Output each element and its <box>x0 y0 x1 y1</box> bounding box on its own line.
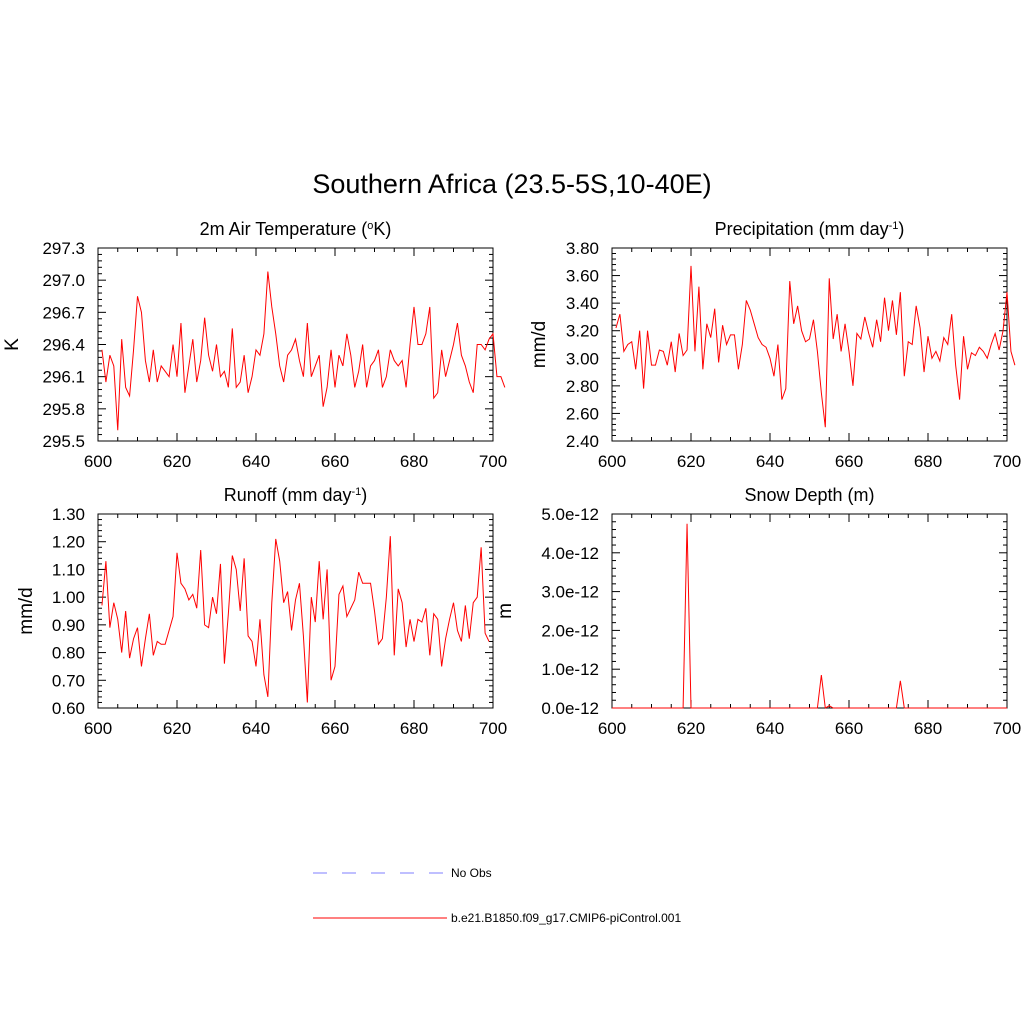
y-tick-label: 0.70 <box>52 671 85 690</box>
y-tick-label: 2.80 <box>566 377 599 396</box>
x-tick-label: 700 <box>993 719 1021 738</box>
panel-runoff: Runoff (mm day-1) mm/d 600 620 640 660 680 700 0… <box>16 485 507 738</box>
panel-title-superscript: -1 <box>889 220 899 232</box>
series-line <box>615 265 1016 428</box>
x-tick-label: 700 <box>479 452 507 471</box>
panel-title: 2m Air Temperature (oK) <box>200 219 392 239</box>
panel-title-text: 2m Air Temperature ( <box>200 219 368 239</box>
panel-title-superscript: -1 <box>351 486 361 498</box>
panel-snow-depth: Snow Depth (m) m 600 620 640 660 680 700 0.0e-12… <box>495 485 1021 738</box>
x-tick-label: 660 <box>321 452 349 471</box>
y-tick-label: 0.0e-12 <box>541 699 599 718</box>
y-tick-label: 1.10 <box>52 560 85 579</box>
y-tick-label: 3.20 <box>566 322 599 341</box>
x-tick-label: 620 <box>163 719 191 738</box>
x-tick-label: 620 <box>677 452 705 471</box>
panel-title-text: Precipitation (mm day <box>715 219 889 239</box>
y-tick-label: 296.7 <box>42 303 85 322</box>
x-tick-label: 640 <box>756 452 784 471</box>
x-tick-label: 680 <box>914 719 942 738</box>
x-tick-label: 600 <box>598 719 626 738</box>
series-line <box>101 536 490 703</box>
y-tick-label: 5.0e-12 <box>541 505 599 524</box>
y-tick-label: 295.8 <box>42 400 85 419</box>
y-tick-label: 3.80 <box>566 239 599 258</box>
y-tick-label: 297.0 <box>42 271 85 290</box>
y-tick-label: 297.3 <box>42 239 85 258</box>
plot-frame <box>97 247 494 442</box>
x-tick-label: 660 <box>835 452 863 471</box>
x-tick-label: 680 <box>400 719 428 738</box>
y-tick-label: 4.0e-12 <box>541 544 599 563</box>
y-tick-label: 1.0e-12 <box>541 660 599 679</box>
y-tick-label: 0.90 <box>52 616 85 635</box>
panel-title-suffix: ) <box>898 219 904 239</box>
figure-title: Southern Africa (23.5-5S,10-40E) <box>312 169 711 199</box>
y-tick-label: 296.4 <box>42 336 85 355</box>
panel-title: Runoff (mm day-1) <box>224 485 368 505</box>
panel-title-superscript: o <box>367 220 373 232</box>
y-axis-label: K <box>2 338 23 351</box>
x-tick-label: 600 <box>84 452 112 471</box>
x-tick-label: 680 <box>400 452 428 471</box>
y-tick-label: 0.60 <box>52 699 85 718</box>
x-tick-label: 680 <box>914 452 942 471</box>
y-tick-label: 3.00 <box>566 349 599 368</box>
y-tick-label: 3.40 <box>566 294 599 313</box>
x-tick-label: 640 <box>242 452 270 471</box>
y-axis-label: mm/d <box>16 587 37 635</box>
x-tick-label: 600 <box>84 719 112 738</box>
x-tick-label: 660 <box>835 719 863 738</box>
legend-label-model: b.e21.B1850.f09_g17.CMIP6-piControl.001 <box>451 911 681 925</box>
y-tick-label: 2.40 <box>566 432 599 451</box>
y-tick-label: 3.0e-12 <box>541 583 599 602</box>
panel-title-text: Snow Depth (m) <box>744 485 874 505</box>
y-tick-label: 1.30 <box>52 505 85 524</box>
panel-title-text: Runoff (mm day <box>224 485 352 505</box>
legend-label-no-obs: No Obs <box>451 866 492 880</box>
panel-air-temperature: 2m Air Temperature (oK) K 600 620 640 660 680 7… <box>2 219 507 471</box>
y-axis-label: m <box>495 603 516 619</box>
y-tick-label: 2.60 <box>566 404 599 423</box>
x-tick-label: 620 <box>163 452 191 471</box>
y-tick-label: 0.80 <box>52 644 85 663</box>
panel-title-suffix: K) <box>373 219 391 239</box>
panel-title: Snow Depth (m) <box>744 485 874 505</box>
x-tick-label: 640 <box>756 719 784 738</box>
x-tick-label: 700 <box>993 452 1021 471</box>
y-axis-label: mm/d <box>529 321 550 369</box>
legend: No Obs b.e21.B1850.f09_g17.CMIP6-piContr… <box>313 866 681 925</box>
x-tick-label: 600 <box>598 452 626 471</box>
y-tick-label: 296.1 <box>42 368 85 387</box>
series-line <box>101 271 506 431</box>
series-line <box>612 523 1007 709</box>
panel-title-suffix: ) <box>361 485 367 505</box>
y-tick-label: 3.60 <box>566 267 599 286</box>
panel-precipitation: Precipitation (mm day-1) mm/d 600 620 640 660… <box>529 219 1021 471</box>
y-tick-label: 295.5 <box>42 432 85 451</box>
panel-title: Precipitation (mm day-1) <box>715 219 905 239</box>
y-tick-label: 2.0e-12 <box>541 621 599 640</box>
x-tick-label: 620 <box>677 719 705 738</box>
y-tick-label: 1.20 <box>52 533 85 552</box>
y-tick-label: 1.00 <box>52 588 85 607</box>
x-tick-label: 660 <box>321 719 349 738</box>
x-tick-label: 640 <box>242 719 270 738</box>
plot-frame <box>611 513 1008 709</box>
plot-frame <box>97 513 494 709</box>
x-tick-label: 700 <box>479 719 507 738</box>
